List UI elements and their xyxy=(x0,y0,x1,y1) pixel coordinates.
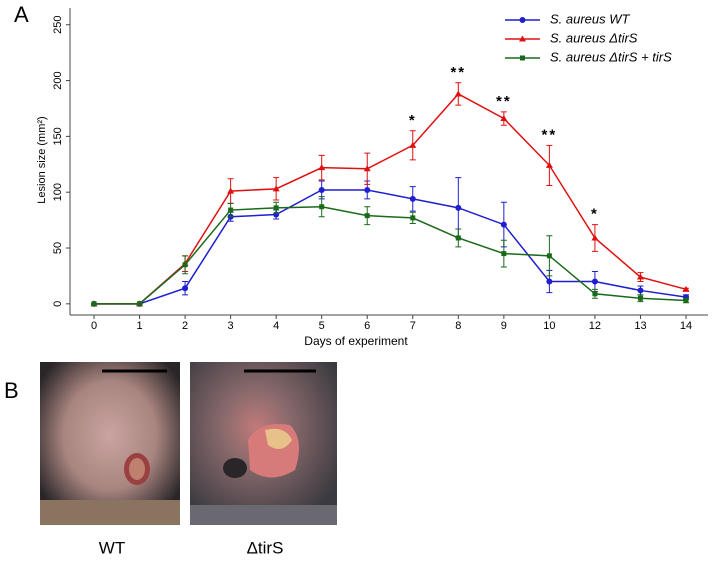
series-line xyxy=(94,189,687,305)
significance: ** xyxy=(496,93,512,110)
point xyxy=(318,164,326,171)
x-tick-label: 6 xyxy=(364,320,370,332)
legend-label: S. aureus ΔtirS xyxy=(550,30,638,45)
point xyxy=(636,273,644,280)
point xyxy=(364,186,371,193)
point xyxy=(637,295,643,301)
x-tick-label: 2 xyxy=(182,320,188,332)
point xyxy=(519,35,526,42)
photo-label: ΔtirS xyxy=(247,538,284,557)
point xyxy=(591,234,599,241)
x-tick-label: 8 xyxy=(455,320,461,332)
x-tick-label: 13 xyxy=(634,320,646,332)
point xyxy=(519,17,526,23)
point xyxy=(520,55,525,61)
point xyxy=(409,141,417,148)
point xyxy=(455,204,462,211)
y-axis-label: Lesion size (mm²) xyxy=(36,116,48,203)
significance: * xyxy=(409,112,417,129)
significance: ** xyxy=(542,126,558,143)
point xyxy=(318,186,325,193)
point xyxy=(683,297,689,303)
x-tick-label: 7 xyxy=(410,320,416,332)
series-line xyxy=(94,93,687,305)
significance: * xyxy=(591,206,599,223)
point xyxy=(545,161,553,168)
point xyxy=(228,207,234,213)
x-tick-label: 14 xyxy=(680,320,692,332)
point xyxy=(546,253,552,259)
point xyxy=(182,285,189,292)
point xyxy=(91,301,97,307)
panel-label: A xyxy=(14,2,29,27)
legend-label: S. aureus ΔtirS + tirS xyxy=(550,49,672,64)
point xyxy=(500,221,507,228)
point xyxy=(501,251,507,257)
y-tick-label: 0 xyxy=(52,301,64,307)
point xyxy=(363,165,371,172)
point xyxy=(272,185,280,192)
x-tick-label: 3 xyxy=(228,320,234,332)
x-tick-label: 4 xyxy=(273,320,279,332)
y-tick-label: 250 xyxy=(52,16,64,34)
point xyxy=(319,204,325,210)
point xyxy=(455,235,461,241)
point xyxy=(682,285,690,292)
point xyxy=(410,215,416,221)
point xyxy=(182,262,188,268)
y-tick-label: 200 xyxy=(52,71,64,89)
point xyxy=(137,301,143,307)
point xyxy=(364,213,370,219)
point xyxy=(591,278,598,285)
photo-tirs xyxy=(190,362,337,525)
point xyxy=(454,90,462,97)
x-tick-label: 5 xyxy=(319,320,325,332)
point xyxy=(500,115,508,122)
point xyxy=(546,278,553,285)
legend-label: S. aureus WT xyxy=(550,11,631,26)
point xyxy=(227,187,235,194)
y-tick-label: 100 xyxy=(52,183,64,201)
x-tick-label: 9 xyxy=(501,320,507,332)
y-tick-label: 150 xyxy=(52,127,64,145)
panel-label: B xyxy=(4,378,19,403)
photo-wt xyxy=(40,362,180,525)
x-tick-label: 10 xyxy=(543,320,555,332)
significance: ** xyxy=(450,64,466,81)
series-line xyxy=(94,205,687,305)
point xyxy=(592,291,598,297)
photo-label: WT xyxy=(99,538,125,557)
x-tick-label: 0 xyxy=(91,320,97,332)
point xyxy=(637,287,644,294)
x-axis-label: Days of experiment xyxy=(304,334,408,348)
point xyxy=(409,195,416,202)
x-tick-label: 1 xyxy=(136,320,142,332)
y-tick-label: 50 xyxy=(52,242,64,254)
point xyxy=(273,205,279,211)
x-tick-label: 12 xyxy=(589,320,601,332)
